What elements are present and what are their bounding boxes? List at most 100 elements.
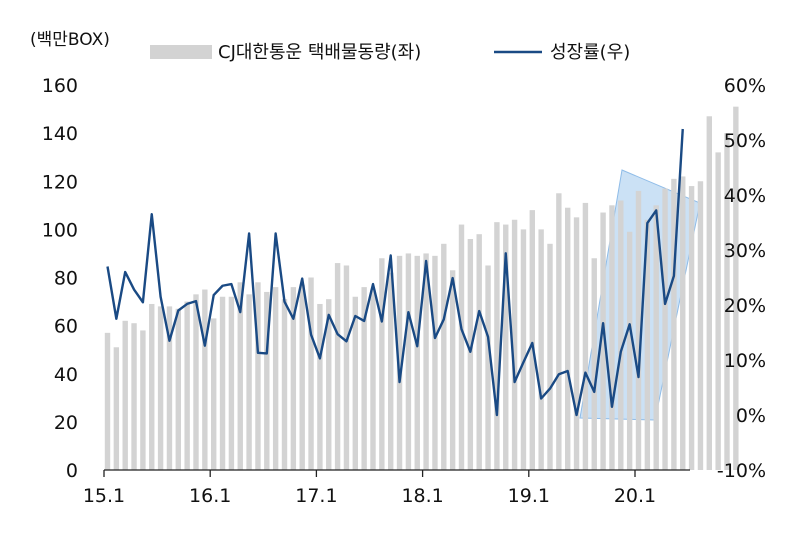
y-left-tick-label: 120 xyxy=(42,171,78,193)
bar xyxy=(529,210,535,471)
bar xyxy=(609,205,615,470)
y-left-tick-label: 40 xyxy=(54,364,78,386)
x-tick-labels: 15.1 16.1 17.1 18.1 19.1 20.1 xyxy=(83,485,656,507)
x-tick-label: 17.1 xyxy=(295,485,337,507)
bar xyxy=(414,255,420,470)
bar xyxy=(485,265,491,470)
bar xyxy=(149,303,155,470)
bar xyxy=(388,272,394,470)
y-right-tick-label: 0% xyxy=(736,405,766,427)
x-tick-label: 18.1 xyxy=(401,485,443,507)
unit-label: (백만BOX) xyxy=(30,30,110,50)
bar xyxy=(688,186,695,470)
bar xyxy=(237,282,243,470)
bar xyxy=(697,181,704,470)
bar xyxy=(343,265,350,470)
bar xyxy=(582,202,589,470)
bar xyxy=(511,219,518,470)
y-right-tick-labels: -10% 0% 10% 20% 30% 40% 50% 60% xyxy=(717,75,766,482)
bar xyxy=(724,133,730,471)
legend-bar-swatch xyxy=(150,45,212,59)
y-left-tick-label: 20 xyxy=(54,412,78,434)
bar xyxy=(441,243,447,470)
bar xyxy=(680,176,686,470)
y-left-tick-label: 160 xyxy=(42,75,78,97)
bar xyxy=(662,188,668,470)
y-right-tick-label: 40% xyxy=(724,185,766,207)
bar xyxy=(361,287,367,471)
bar xyxy=(432,255,438,470)
x-tick-label: 19.1 xyxy=(508,485,550,507)
bar xyxy=(193,294,199,470)
bar xyxy=(104,332,111,470)
x-tick-label: 16.1 xyxy=(189,485,231,507)
bar xyxy=(458,224,465,470)
y-right-tick-label: -10% xyxy=(717,460,766,482)
bar xyxy=(175,308,181,470)
y-left-tick-label: 0 xyxy=(66,460,78,482)
bar xyxy=(157,306,164,471)
bar xyxy=(573,217,580,470)
bar xyxy=(538,229,544,471)
legend-line-label: 성장률(우) xyxy=(550,42,630,63)
bar xyxy=(308,277,314,470)
bar xyxy=(326,299,332,470)
bar xyxy=(626,231,633,470)
bar xyxy=(671,178,677,470)
bar xyxy=(520,229,527,471)
bar xyxy=(228,296,235,470)
bar xyxy=(556,193,562,470)
bar xyxy=(618,200,624,470)
bar xyxy=(494,222,500,470)
bar xyxy=(379,258,385,470)
bar xyxy=(131,323,137,470)
legend: CJ대한통운 택배물동량(좌) 성장률(우) xyxy=(150,42,630,63)
bar xyxy=(202,289,208,470)
x-tick-marks xyxy=(103,470,636,477)
bar xyxy=(715,152,721,471)
y-left-tick-label: 80 xyxy=(54,268,78,290)
bar xyxy=(565,207,571,470)
growth-line xyxy=(106,128,684,417)
bar xyxy=(396,255,403,470)
y-left-tick-label: 140 xyxy=(42,123,78,145)
bar xyxy=(591,258,597,470)
bar xyxy=(290,287,297,471)
y-right-tick-label: 50% xyxy=(724,130,766,152)
bar xyxy=(113,347,120,470)
bar xyxy=(184,301,190,470)
bar xyxy=(733,106,739,470)
bar xyxy=(246,294,252,470)
bar xyxy=(467,239,474,470)
y-right-tick-label: 20% xyxy=(724,295,766,317)
y-right-tick-label: 30% xyxy=(724,240,766,262)
bar xyxy=(334,263,341,470)
bar xyxy=(281,299,288,470)
bar xyxy=(405,253,412,470)
bar xyxy=(644,219,651,470)
y-left-tick-label: 60 xyxy=(54,316,78,338)
legend-bar-label: CJ대한통운 택배물동량(좌) xyxy=(218,42,421,63)
bar xyxy=(219,296,226,470)
bar xyxy=(706,116,712,470)
bar xyxy=(635,190,642,471)
y-left-tick-label: 100 xyxy=(42,219,78,241)
bar xyxy=(423,253,429,470)
bar xyxy=(255,282,261,470)
bar xyxy=(600,212,606,470)
y-left-tick-labels: 0 20 40 60 80 100 120 140 160 xyxy=(42,75,78,482)
x-tick-label: 15.1 xyxy=(83,485,125,507)
bar xyxy=(352,296,358,470)
bar xyxy=(476,234,482,470)
bar xyxy=(503,224,509,470)
bar xyxy=(140,330,146,470)
bar xyxy=(370,289,376,470)
bar xyxy=(547,243,553,470)
bar xyxy=(122,320,128,470)
bar xyxy=(272,287,279,471)
bar xyxy=(653,205,659,470)
bar xyxy=(449,270,456,470)
bar xyxy=(317,303,323,470)
bar xyxy=(166,306,173,471)
